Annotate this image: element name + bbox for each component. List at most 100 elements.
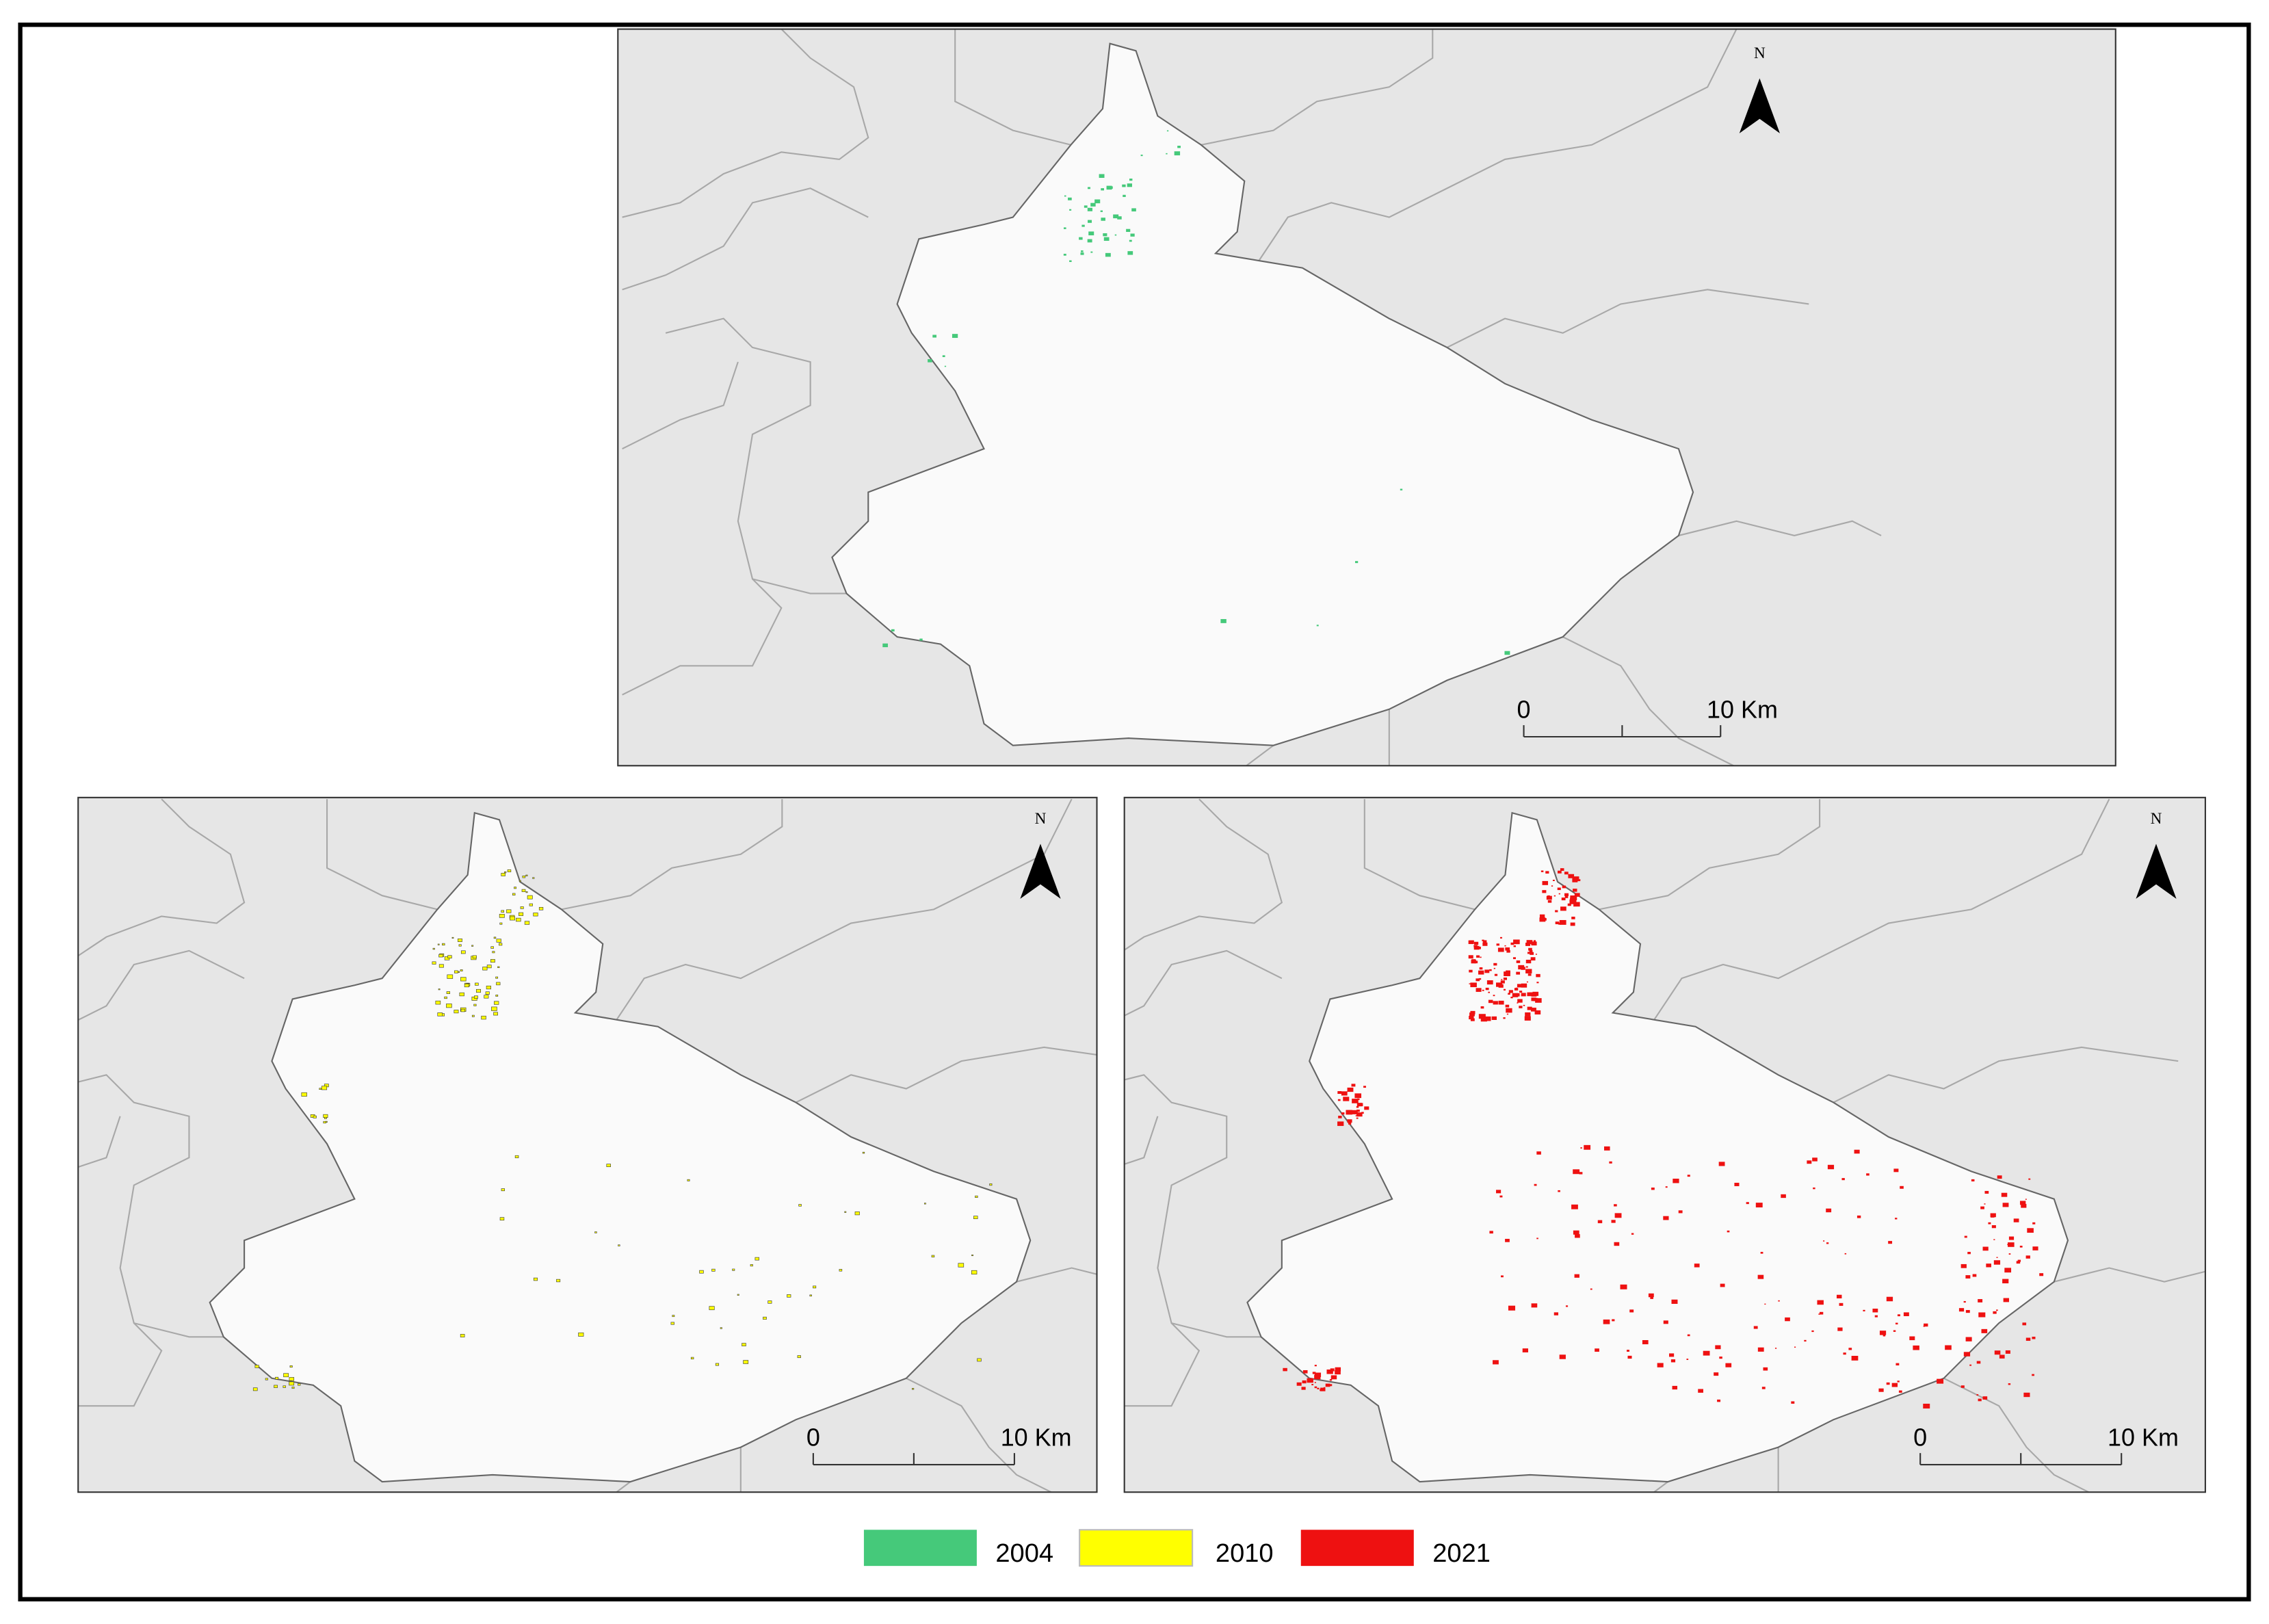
land-patch bbox=[1642, 1340, 1649, 1345]
map-panel bbox=[78, 797, 1097, 1493]
land-patch bbox=[1984, 1190, 1989, 1194]
land-patch bbox=[1807, 1160, 1812, 1164]
land-patch bbox=[460, 1008, 465, 1012]
land-patch bbox=[1489, 1231, 1493, 1234]
land-patch bbox=[1521, 983, 1527, 988]
land-patch bbox=[750, 1264, 753, 1267]
land-patch bbox=[1555, 921, 1560, 925]
land-patch bbox=[919, 638, 923, 641]
land-patch bbox=[1886, 1296, 1893, 1302]
land-patch bbox=[1874, 1315, 1878, 1318]
land-patch bbox=[1498, 984, 1504, 988]
land-patch bbox=[1590, 1288, 1592, 1290]
land-patch bbox=[493, 937, 497, 939]
land-patch bbox=[1088, 220, 1092, 223]
land-patch bbox=[1358, 1103, 1363, 1107]
land-patch bbox=[958, 1263, 965, 1268]
land-patch bbox=[1564, 893, 1569, 896]
land-patch bbox=[522, 876, 526, 878]
land-patch bbox=[485, 991, 490, 995]
land-patch bbox=[1991, 1225, 1996, 1229]
land-patch bbox=[1717, 1399, 1721, 1402]
land-patch bbox=[1533, 940, 1536, 942]
land-patch bbox=[1517, 999, 1523, 1003]
land-patch bbox=[687, 1179, 690, 1181]
land-patch bbox=[1612, 1319, 1615, 1322]
land-patch bbox=[324, 1116, 327, 1119]
land-patch bbox=[1536, 982, 1539, 984]
land-patch bbox=[1314, 1365, 1317, 1367]
land-patch bbox=[1510, 942, 1514, 945]
admin-border bbox=[326, 799, 438, 911]
land-patch bbox=[499, 943, 503, 946]
land-patch bbox=[1356, 1112, 1363, 1117]
land-patch bbox=[1355, 561, 1359, 564]
north-label: N bbox=[1754, 44, 1766, 62]
land-patch bbox=[1848, 1348, 1852, 1350]
land-patch bbox=[486, 965, 492, 969]
land-patch bbox=[471, 945, 474, 947]
land-patch bbox=[578, 1332, 584, 1337]
land-patch bbox=[1715, 1345, 1721, 1350]
land-patch bbox=[1841, 1178, 1845, 1181]
land-patch bbox=[1317, 1387, 1320, 1389]
land-patch bbox=[446, 1004, 452, 1008]
land-patch bbox=[1560, 868, 1564, 872]
land-patch bbox=[1595, 1348, 1599, 1352]
land-patch bbox=[1480, 1017, 1487, 1022]
land-patch bbox=[1516, 960, 1521, 963]
land-patch bbox=[496, 982, 501, 986]
land-patch bbox=[1513, 939, 1520, 945]
land-patch bbox=[1087, 207, 1092, 211]
land-patch bbox=[1341, 1112, 1345, 1115]
land-patch bbox=[1542, 880, 1549, 885]
land-patch bbox=[492, 951, 495, 954]
land-patch bbox=[1493, 1360, 1499, 1365]
land-patch bbox=[525, 874, 528, 876]
land-patch bbox=[1356, 1117, 1359, 1119]
land-patch bbox=[1346, 1110, 1353, 1115]
land-patch bbox=[437, 943, 440, 945]
land-patch bbox=[989, 1183, 993, 1186]
land-patch bbox=[283, 1385, 286, 1388]
land-patch bbox=[432, 961, 436, 965]
land-patch bbox=[1469, 1012, 1475, 1017]
land-patch bbox=[442, 943, 445, 946]
land-patch bbox=[1650, 1296, 1653, 1299]
land-patch bbox=[1527, 973, 1532, 976]
land-patch bbox=[490, 959, 495, 963]
land-patch bbox=[451, 937, 454, 939]
land-patch bbox=[437, 1012, 443, 1017]
land-patch bbox=[2023, 1392, 2030, 1398]
land-patch bbox=[1993, 1260, 2001, 1265]
land-patch bbox=[1363, 1086, 1366, 1088]
land-patch bbox=[1473, 945, 1480, 950]
land-patch bbox=[1781, 1194, 1786, 1199]
land-patch bbox=[709, 1306, 715, 1311]
land-patch bbox=[1501, 1275, 1504, 1278]
map-frame bbox=[1123, 796, 2206, 1493]
land-patch bbox=[594, 1231, 597, 1233]
land-patch bbox=[1131, 208, 1136, 212]
admin-border bbox=[1363, 799, 1475, 911]
land-patch bbox=[1895, 1322, 1898, 1325]
land-patch bbox=[1355, 1115, 1357, 1116]
legend-label: 2010 bbox=[1216, 1539, 1274, 1568]
admin-border bbox=[1833, 1046, 2179, 1103]
land-patch bbox=[1897, 1314, 1900, 1317]
land-patch bbox=[1470, 1018, 1475, 1021]
admin-border bbox=[1201, 29, 1434, 146]
land-patch bbox=[482, 967, 488, 971]
land-patch bbox=[1988, 1222, 1991, 1224]
land-patch bbox=[1341, 1091, 1348, 1096]
land-patch bbox=[1084, 205, 1088, 208]
land-patch bbox=[1720, 1283, 1725, 1287]
admin-border bbox=[1124, 1074, 1261, 1338]
land-patch bbox=[1512, 957, 1516, 960]
land-patch bbox=[1101, 188, 1104, 191]
land-patch bbox=[1530, 1008, 1536, 1012]
land-patch bbox=[1543, 918, 1547, 921]
land-patch bbox=[1761, 1387, 1766, 1389]
land-patch bbox=[797, 1355, 801, 1359]
land-patch bbox=[2008, 1253, 2011, 1255]
